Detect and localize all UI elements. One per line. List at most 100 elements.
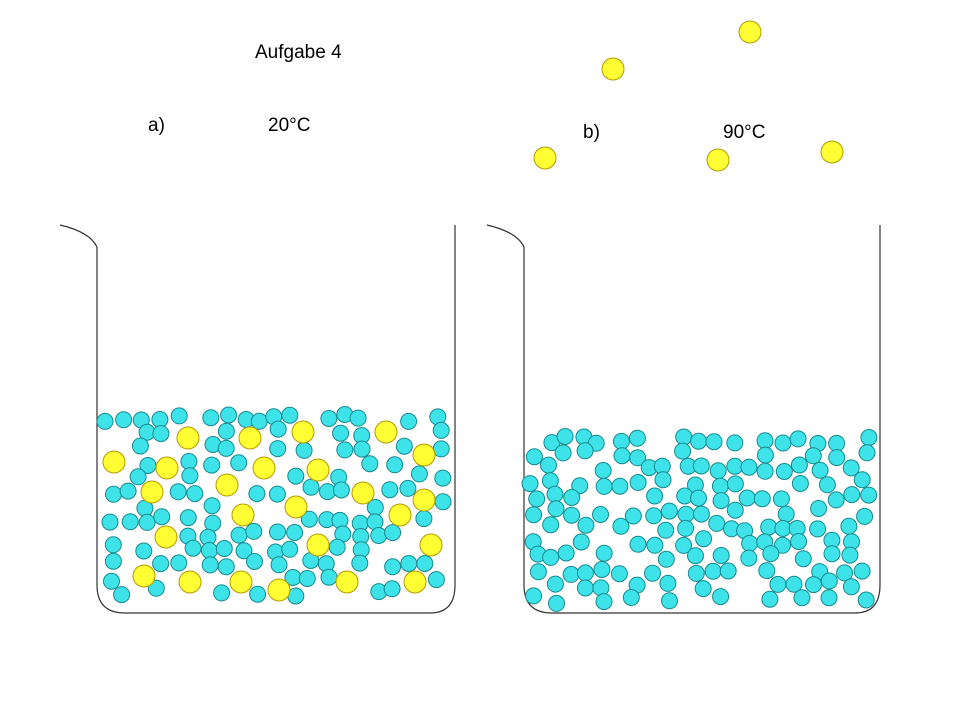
- water-particle: [152, 425, 170, 443]
- water-particle: [384, 558, 402, 576]
- water-particle: [823, 545, 841, 563]
- water-particle: [203, 456, 221, 474]
- water-particle: [853, 471, 871, 489]
- yellow-particle: [403, 570, 427, 594]
- beaker: [486, 224, 881, 614]
- water-particle: [332, 481, 350, 499]
- water-particle: [213, 584, 231, 602]
- water-particle: [836, 564, 853, 582]
- water-particle: [131, 437, 149, 455]
- yellow-particle: [102, 450, 126, 474]
- water-particle: [762, 545, 780, 563]
- yellow-particle: [706, 148, 730, 172]
- water-particle: [611, 477, 629, 495]
- water-particle: [547, 500, 565, 518]
- yellow-particle: [820, 140, 844, 164]
- water-particle: [809, 520, 827, 538]
- water-particle: [789, 430, 807, 448]
- water-particle: [269, 523, 286, 541]
- water-particle: [738, 489, 756, 507]
- water-particle: [712, 588, 730, 606]
- water-particle: [708, 514, 726, 532]
- water-particle: [856, 507, 874, 525]
- water-particle: [726, 501, 744, 519]
- water-particle: [432, 440, 450, 458]
- water-particle: [622, 589, 640, 606]
- water-particle: [704, 562, 722, 580]
- water-particle: [179, 509, 197, 527]
- yellow-particle: [267, 578, 291, 602]
- water-particle: [557, 544, 575, 562]
- water-particle: [709, 462, 727, 480]
- water-particle: [740, 458, 758, 476]
- water-particle: [705, 433, 723, 451]
- water-particle: [785, 575, 803, 593]
- water-particle: [756, 462, 774, 480]
- water-particle: [248, 485, 266, 503]
- water-particle: [842, 578, 860, 596]
- water-particle: [777, 505, 795, 523]
- yellow-particle: [176, 426, 200, 450]
- water-particle: [270, 556, 288, 574]
- water-particle: [712, 492, 730, 510]
- yellow-particle: [533, 146, 557, 170]
- beaker: [59, 224, 456, 614]
- water-particle: [644, 564, 661, 582]
- water-particle: [657, 550, 675, 568]
- water-particle: [563, 506, 581, 524]
- temperature: 20°C: [268, 115, 310, 136]
- water-particle: [113, 586, 131, 604]
- water-particle: [774, 520, 792, 537]
- water-particle: [613, 447, 631, 465]
- water-particle: [853, 562, 871, 580]
- water-particle: [525, 506, 543, 524]
- water-particle: [556, 428, 574, 445]
- water-particle: [104, 536, 122, 554]
- yellow-particle: [132, 564, 156, 588]
- water-particle: [687, 547, 704, 565]
- water-particle: [302, 478, 320, 496]
- water-particle: [646, 487, 664, 505]
- water-particle: [202, 409, 220, 427]
- yellow-particle: [154, 525, 178, 549]
- water-particle: [361, 455, 379, 473]
- water-particle: [654, 471, 672, 489]
- water-particle: [169, 483, 187, 501]
- water-particle: [576, 564, 594, 582]
- water-particle: [660, 502, 678, 520]
- water-particle: [349, 409, 367, 427]
- particles: [96, 20, 878, 612]
- title: Aufgabe 4: [255, 42, 342, 63]
- water-particle: [712, 547, 730, 564]
- water-particle: [687, 564, 705, 582]
- water-particle: [860, 486, 878, 504]
- water-particle: [595, 477, 613, 495]
- water-particle: [300, 510, 318, 528]
- water-particle: [677, 519, 695, 537]
- water-particle: [562, 565, 580, 583]
- water-particle: [268, 485, 286, 503]
- panel-label: a): [148, 115, 165, 136]
- water-particle: [287, 467, 305, 485]
- water-particle: [645, 507, 663, 525]
- water-particle: [818, 476, 836, 494]
- water-particle: [810, 500, 828, 517]
- water-particle: [204, 514, 222, 532]
- water-particle: [328, 538, 346, 556]
- water-particle: [612, 432, 630, 450]
- water-particle: [400, 555, 418, 572]
- water-particle: [775, 463, 793, 480]
- water-particle: [805, 576, 822, 594]
- water-particle: [741, 534, 759, 552]
- water-particle: [395, 437, 413, 455]
- water-particle: [386, 456, 404, 474]
- water-particle: [804, 447, 822, 465]
- yellow-particle: [238, 426, 262, 450]
- yellow-particle: [252, 456, 276, 480]
- water-particle: [576, 579, 594, 597]
- water-particle: [774, 536, 791, 554]
- water-particle: [828, 449, 846, 467]
- water-particle: [554, 444, 572, 462]
- yellow-particle: [306, 533, 330, 557]
- water-particle: [528, 490, 546, 508]
